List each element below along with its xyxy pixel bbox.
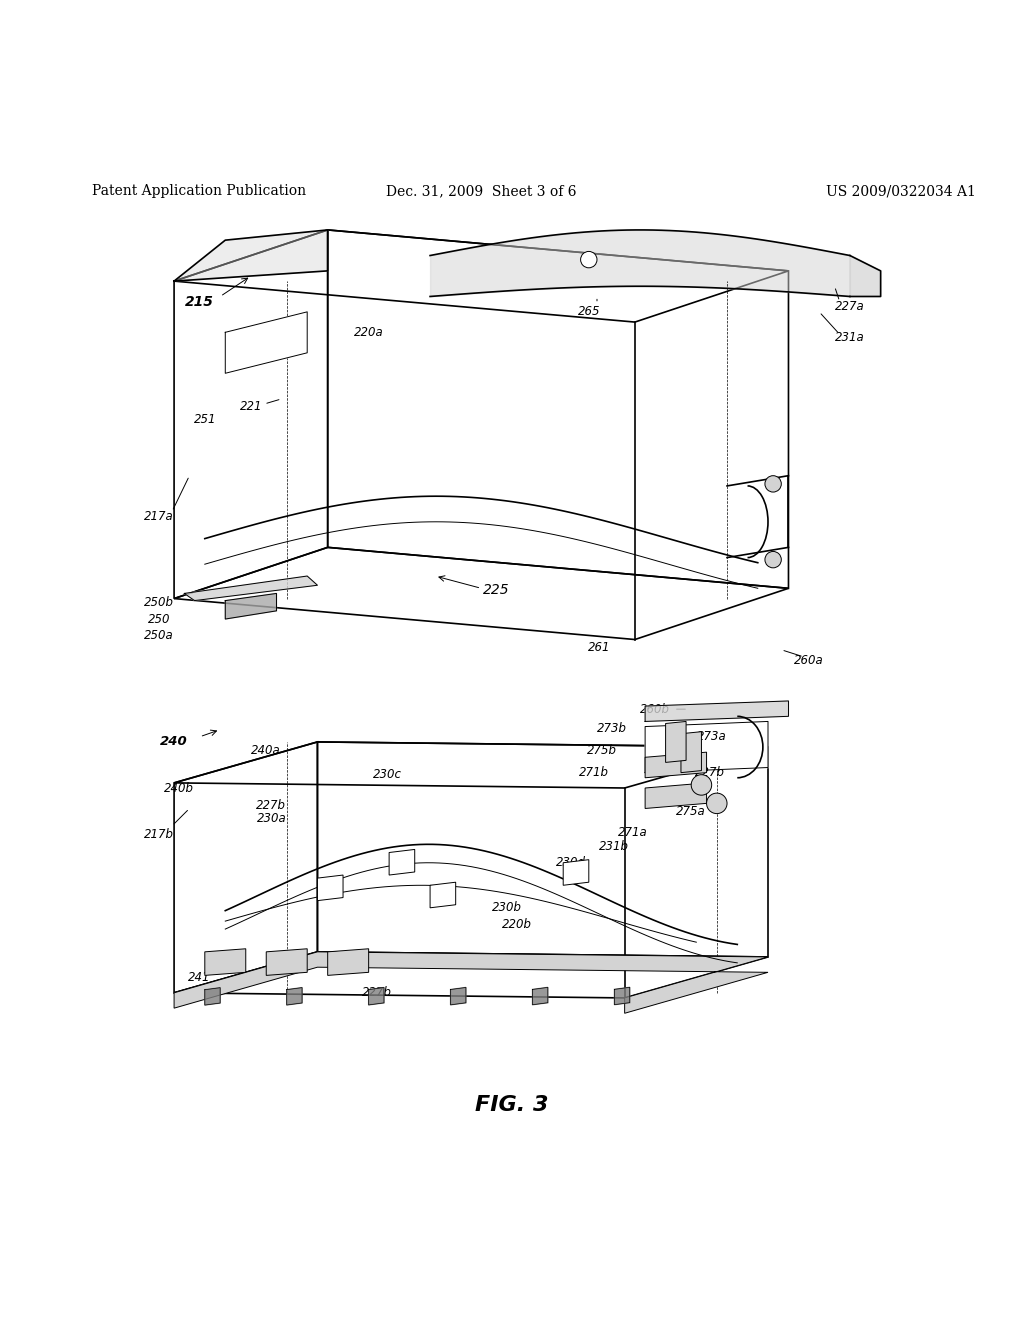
Text: 221: 221 bbox=[240, 400, 262, 413]
Text: 215: 215 bbox=[185, 294, 214, 309]
Text: 241: 241 bbox=[188, 972, 211, 983]
Text: 273a: 273a bbox=[696, 730, 727, 743]
Circle shape bbox=[691, 775, 712, 795]
Polygon shape bbox=[614, 987, 630, 1005]
Polygon shape bbox=[645, 752, 707, 777]
Polygon shape bbox=[328, 949, 369, 975]
Polygon shape bbox=[317, 875, 343, 900]
Text: 271b: 271b bbox=[579, 766, 609, 779]
Text: 227a: 227a bbox=[835, 300, 865, 313]
Text: 251: 251 bbox=[194, 413, 216, 426]
Polygon shape bbox=[850, 256, 881, 297]
Text: FIG. 3: FIG. 3 bbox=[475, 1096, 549, 1115]
Text: 271a: 271a bbox=[617, 825, 648, 838]
Text: US 2009/0322034 A1: US 2009/0322034 A1 bbox=[826, 183, 976, 198]
Polygon shape bbox=[225, 312, 307, 374]
Circle shape bbox=[765, 552, 781, 568]
Text: 217b: 217b bbox=[143, 828, 174, 841]
Text: 240a: 240a bbox=[251, 743, 282, 756]
Text: 260b: 260b bbox=[640, 702, 671, 715]
Text: Patent Application Publication: Patent Application Publication bbox=[92, 183, 306, 198]
Circle shape bbox=[765, 475, 781, 492]
Text: 273b: 273b bbox=[597, 722, 628, 735]
Text: 275a: 275a bbox=[676, 805, 707, 818]
Text: 240: 240 bbox=[160, 735, 188, 748]
Text: Dec. 31, 2009  Sheet 3 of 6: Dec. 31, 2009 Sheet 3 of 6 bbox=[386, 183, 577, 198]
Text: 227b: 227b bbox=[694, 766, 725, 779]
Polygon shape bbox=[666, 722, 686, 763]
Polygon shape bbox=[184, 576, 317, 601]
Text: 231a: 231a bbox=[835, 331, 865, 345]
Polygon shape bbox=[174, 952, 768, 1014]
Text: 231b: 231b bbox=[599, 840, 630, 853]
Text: 230b: 230b bbox=[492, 902, 522, 915]
Text: 250b: 250b bbox=[143, 597, 174, 609]
Text: 261: 261 bbox=[588, 642, 610, 655]
Polygon shape bbox=[266, 949, 307, 975]
Text: 260a: 260a bbox=[794, 653, 824, 667]
Text: 240b: 240b bbox=[164, 781, 195, 795]
Text: 220a: 220a bbox=[353, 326, 384, 339]
Polygon shape bbox=[645, 722, 768, 772]
Text: 230d: 230d bbox=[556, 857, 587, 870]
Text: 230c: 230c bbox=[373, 768, 401, 781]
Text: 220b: 220b bbox=[502, 917, 532, 931]
Polygon shape bbox=[205, 949, 246, 975]
Text: 250: 250 bbox=[147, 612, 170, 626]
Circle shape bbox=[707, 793, 727, 813]
Text: 217a: 217a bbox=[143, 510, 174, 523]
Text: 250a: 250a bbox=[143, 628, 174, 642]
Polygon shape bbox=[645, 783, 707, 808]
Polygon shape bbox=[174, 230, 328, 281]
Polygon shape bbox=[225, 594, 276, 619]
Polygon shape bbox=[563, 859, 589, 886]
Text: 265: 265 bbox=[578, 305, 600, 318]
Polygon shape bbox=[369, 987, 384, 1005]
Polygon shape bbox=[645, 701, 788, 722]
Circle shape bbox=[581, 251, 597, 268]
Text: 227b: 227b bbox=[361, 986, 392, 999]
Text: 225: 225 bbox=[483, 583, 510, 598]
Text: 227b: 227b bbox=[256, 799, 287, 812]
Polygon shape bbox=[389, 850, 415, 875]
Text: 230a: 230a bbox=[256, 812, 287, 825]
Polygon shape bbox=[451, 987, 466, 1005]
Polygon shape bbox=[430, 882, 456, 908]
Polygon shape bbox=[532, 987, 548, 1005]
Polygon shape bbox=[205, 987, 220, 1005]
Polygon shape bbox=[681, 731, 701, 772]
Polygon shape bbox=[287, 987, 302, 1005]
Text: 275b: 275b bbox=[587, 743, 617, 756]
